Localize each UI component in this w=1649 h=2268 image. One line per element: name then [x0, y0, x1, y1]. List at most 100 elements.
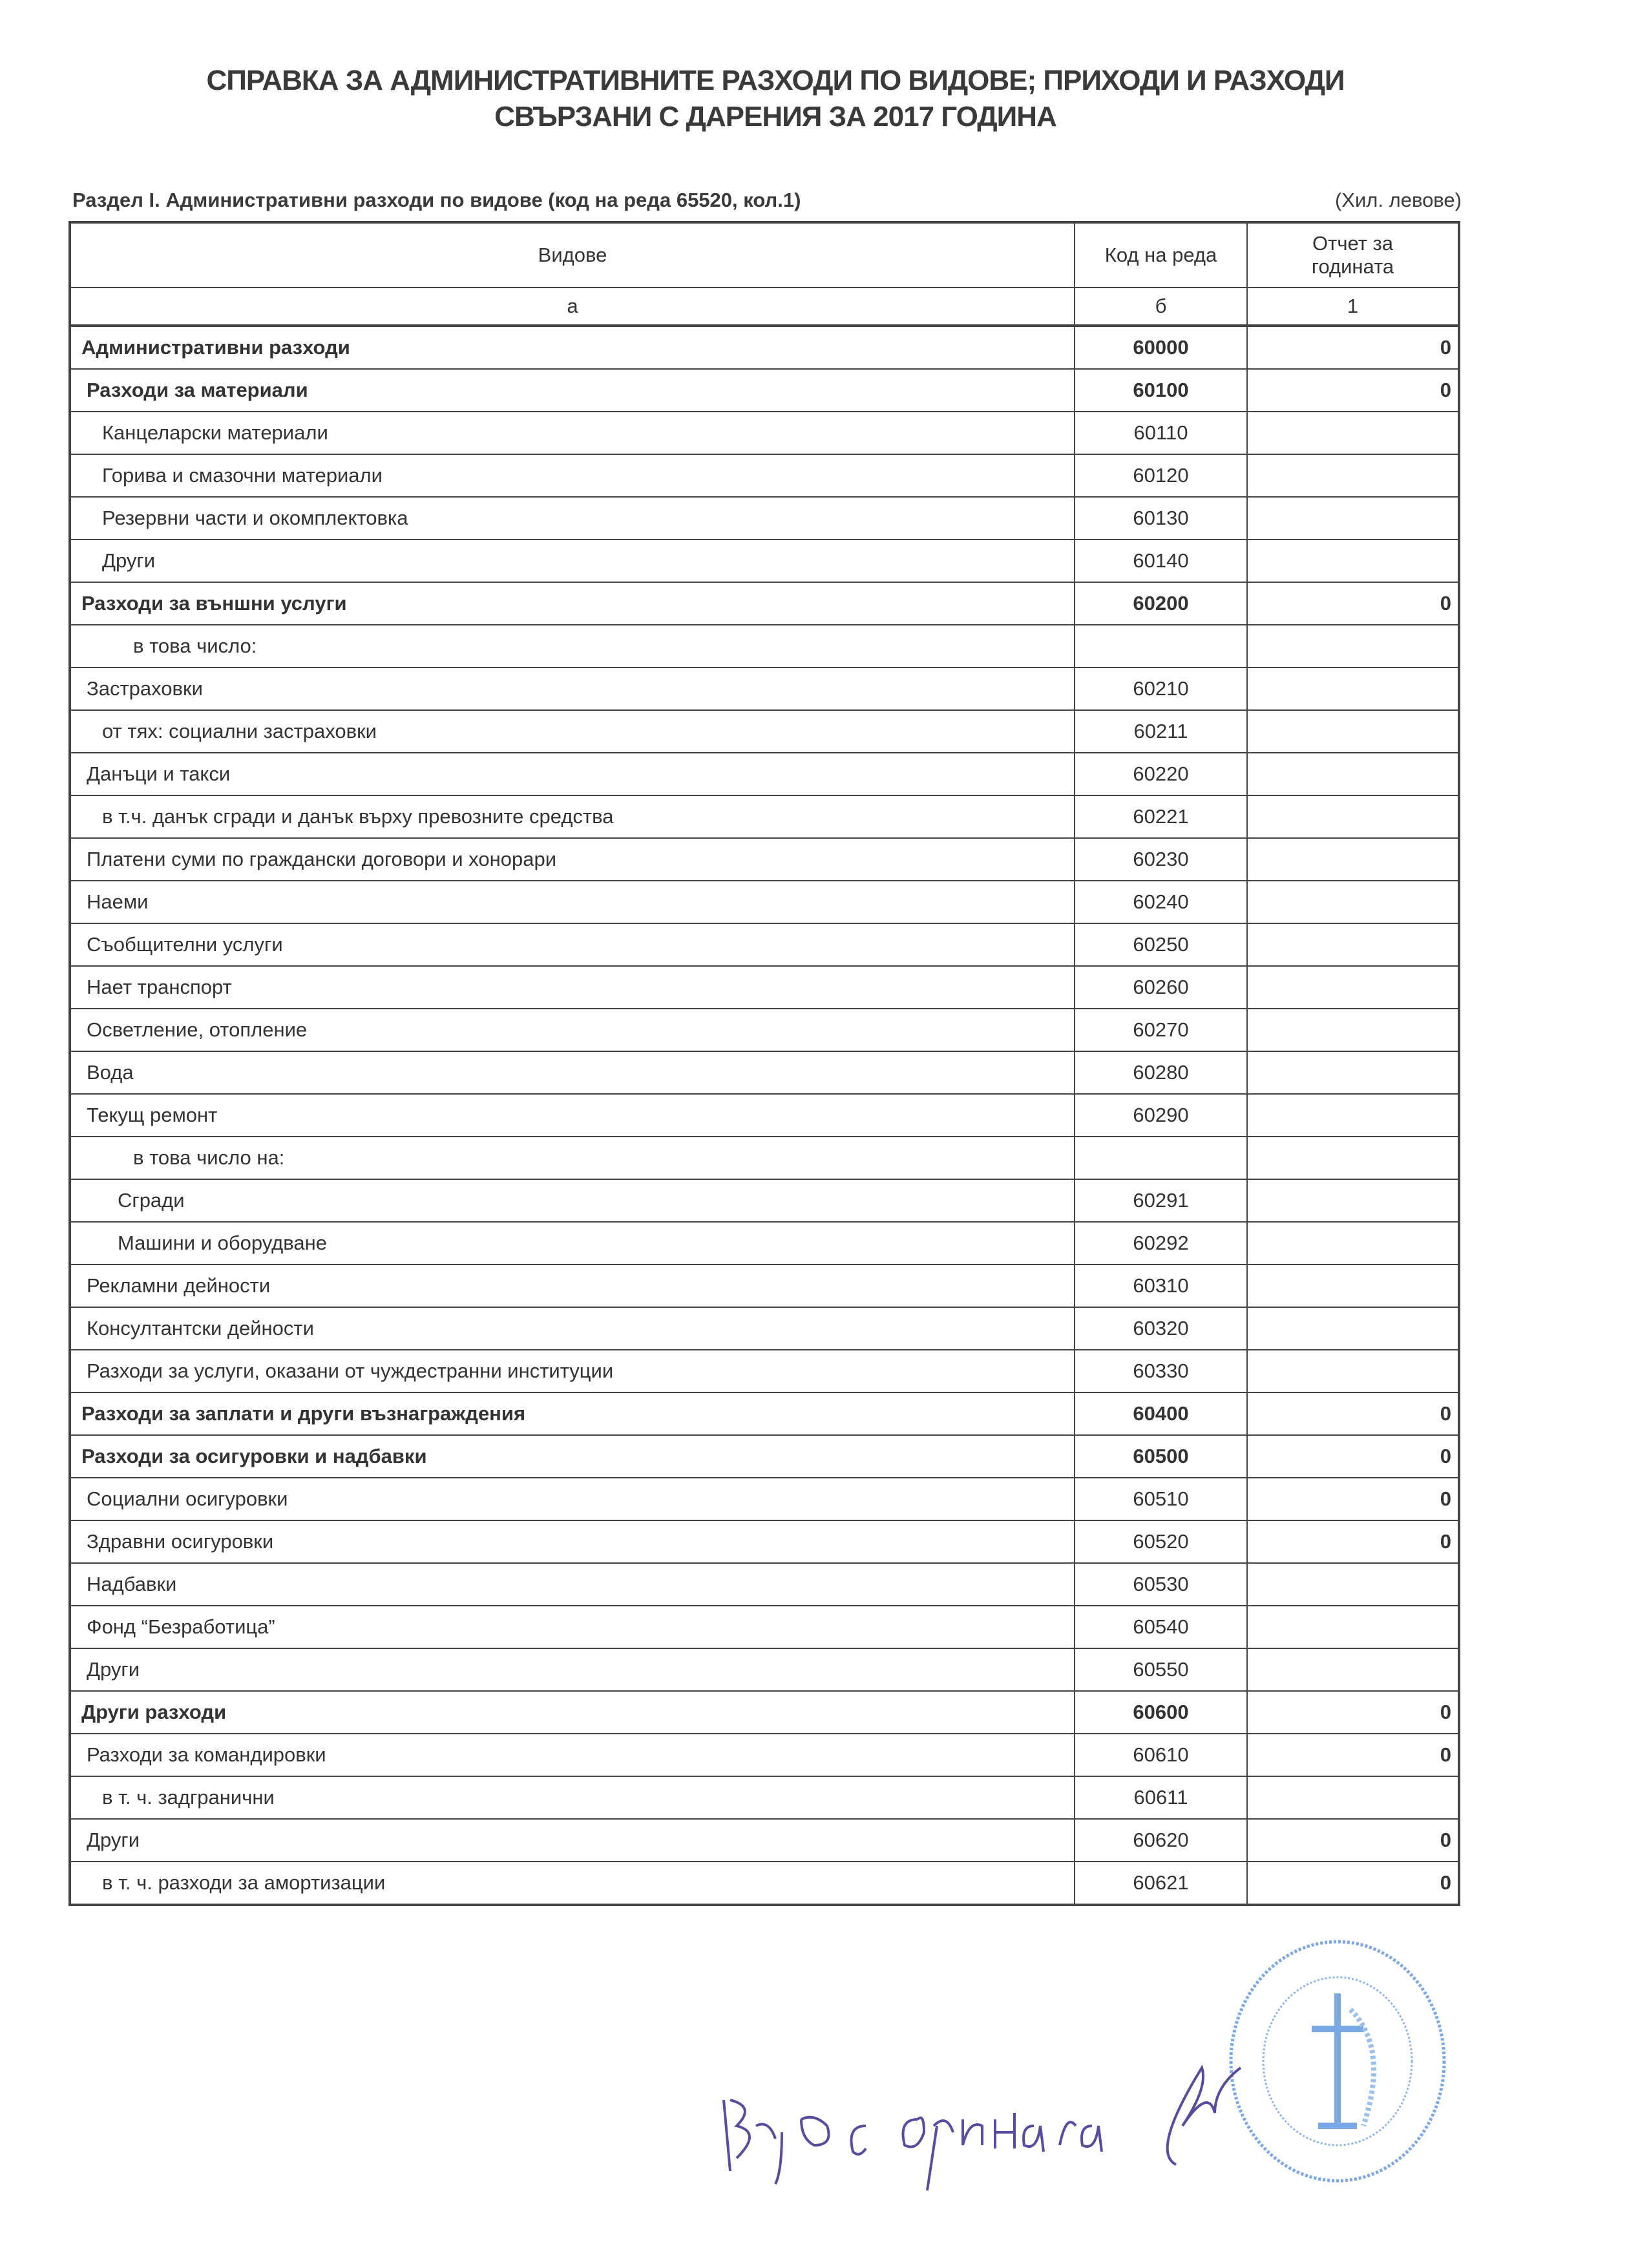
- row-code: 60292: [1074, 1221, 1248, 1265]
- table-row: Други 60550: [69, 1648, 1460, 1692]
- row-code: 60130: [1074, 496, 1248, 540]
- row-value: 0: [1246, 582, 1460, 625]
- table-row: Нает транспорт 60260: [69, 965, 1460, 1009]
- row-label: Други: [69, 1818, 1075, 1862]
- row-code: 60280: [1074, 1051, 1248, 1095]
- units-label: (Хил. левове): [1334, 189, 1462, 211]
- row-value: [1246, 454, 1460, 498]
- table-row: в т. ч. задгранични 60611: [69, 1776, 1460, 1820]
- row-label: Социални осигуровки: [69, 1477, 1075, 1521]
- row-label: Машини и оборудване: [69, 1221, 1075, 1265]
- row-value: 0: [1246, 1818, 1460, 1862]
- row-code: 60210: [1074, 667, 1248, 711]
- row-label: Канцеларски материали: [69, 411, 1075, 455]
- row-label: Консултантски дейности: [69, 1307, 1075, 1350]
- row-label: Фонд “Безработица”: [69, 1605, 1075, 1649]
- row-code: [1074, 624, 1248, 668]
- row-label: Разходи за осигуровки и надбавки: [69, 1434, 1075, 1478]
- row-label: Съобщителни услуги: [69, 923, 1075, 967]
- table-row: Здравни осигуровки 60520 0: [69, 1520, 1460, 1564]
- section-heading: Раздел I. Административни разходи по вид…: [72, 189, 801, 211]
- row-value: [1246, 965, 1460, 1009]
- row-code: 60250: [1074, 923, 1248, 967]
- row-code: 60000: [1074, 325, 1248, 370]
- table-row: Вода 60280: [69, 1051, 1460, 1095]
- row-code: 60211: [1074, 709, 1248, 753]
- table-row: Други 60620 0: [69, 1818, 1460, 1862]
- row-value: [1246, 1648, 1460, 1692]
- table-subheader-row: а б 1: [69, 287, 1460, 327]
- row-code: 60510: [1074, 1477, 1248, 1521]
- row-code: 60500: [1074, 1434, 1248, 1478]
- row-value: [1246, 1051, 1460, 1095]
- row-code: 60621: [1074, 1861, 1248, 1906]
- table-row: Резервни части и окомплектовка 60130: [69, 496, 1460, 540]
- table-row: Надбавки 60530: [69, 1562, 1460, 1606]
- row-label: Други разходи: [69, 1690, 1075, 1734]
- table-row: Платени суми по граждански договори и хо…: [69, 837, 1460, 881]
- row-label: Нает транспорт: [69, 965, 1075, 1009]
- row-code: 60520: [1074, 1520, 1248, 1564]
- subheader-1: 1: [1246, 287, 1460, 327]
- row-code: 60220: [1074, 752, 1248, 796]
- document-title-line1: СПРАВКА ЗА АДМИНИСТРАТИВНИТЕ РАЗХОДИ ПО …: [206, 65, 1345, 96]
- row-code: 60200: [1074, 582, 1248, 625]
- row-label: в т. ч. разходи за амортизации: [69, 1861, 1075, 1906]
- row-value: [1246, 411, 1460, 455]
- row-value: [1246, 624, 1460, 668]
- table-header-row: Видове Код на реда Отчет за годината: [69, 222, 1460, 288]
- table-row: Наеми 60240: [69, 880, 1460, 924]
- table-row: Разходи за услуги, оказани от чуждестран…: [69, 1349, 1460, 1393]
- row-label: в т. ч. задгранични: [69, 1776, 1075, 1820]
- table-row: в това число:: [69, 624, 1460, 668]
- row-value: 0: [1246, 1733, 1460, 1777]
- row-label: Платени суми по граждански договори и хо…: [69, 837, 1075, 881]
- row-value: [1246, 923, 1460, 967]
- row-value: [1246, 1221, 1460, 1265]
- handwritten-note-signature: [722, 2064, 1242, 2190]
- table-row: Осветление, отопление 60270: [69, 1008, 1460, 1052]
- header-report: Отчет за годината: [1246, 222, 1460, 288]
- row-code: 60620: [1074, 1818, 1248, 1862]
- row-code: 60310: [1074, 1264, 1248, 1308]
- subheader-a: а: [69, 287, 1075, 327]
- row-value: [1246, 1562, 1460, 1606]
- row-value: 0: [1246, 1520, 1460, 1564]
- row-code: 60260: [1074, 965, 1248, 1009]
- row-value: 0: [1246, 1477, 1460, 1521]
- row-code: 60600: [1074, 1690, 1248, 1734]
- document-title-line2: СВЪРЗАНИ С ДАРЕНИЯ ЗА 2017 ГОДИНА: [494, 101, 1057, 132]
- row-value: [1246, 667, 1460, 711]
- row-value: [1246, 795, 1460, 839]
- table-row: Социални осигуровки 60510 0: [69, 1477, 1460, 1521]
- row-code: 60221: [1074, 795, 1248, 839]
- table-row: Разходи за материали 60100 0: [69, 368, 1460, 412]
- row-code: 60230: [1074, 837, 1248, 881]
- row-label: Надбавки: [69, 1562, 1075, 1606]
- row-value: [1246, 1264, 1460, 1308]
- table-row: в т.ч. данък сгради и данък върху превоз…: [69, 795, 1460, 839]
- row-label: Резервни части и окомплектовка: [69, 496, 1075, 540]
- row-value: [1246, 1136, 1460, 1180]
- row-label: Здравни осигуровки: [69, 1520, 1075, 1564]
- row-label: Разходи за заплати и други възнаграждени…: [69, 1392, 1075, 1436]
- table-row: Други разходи 60600 0: [69, 1690, 1460, 1734]
- row-label: Разходи за външни услуги: [69, 582, 1075, 625]
- row-code: 60291: [1074, 1179, 1248, 1223]
- table-row: Разходи за заплати и други възнаграждени…: [69, 1392, 1460, 1436]
- row-code: 60240: [1074, 880, 1248, 924]
- header-types: Видове: [69, 222, 1075, 288]
- row-label: Осветление, отопление: [69, 1008, 1075, 1052]
- row-label: Горива и смазочни материали: [69, 454, 1075, 498]
- row-code: 60530: [1074, 1562, 1248, 1606]
- row-value: [1246, 1349, 1460, 1393]
- row-value: [1246, 1093, 1460, 1137]
- table-row: Рекламни дейности 60310: [69, 1264, 1460, 1308]
- row-label: Разходи за услуги, оказани от чуждестран…: [69, 1349, 1075, 1393]
- table-row: Консултантски дейности 60320: [69, 1307, 1460, 1350]
- row-value: [1246, 709, 1460, 753]
- row-value: [1246, 496, 1460, 540]
- row-label: Рекламни дейности: [69, 1264, 1075, 1308]
- row-code: 60330: [1074, 1349, 1248, 1393]
- expenses-table: Видове Код на реда Отчет за годината а б…: [68, 221, 1460, 1906]
